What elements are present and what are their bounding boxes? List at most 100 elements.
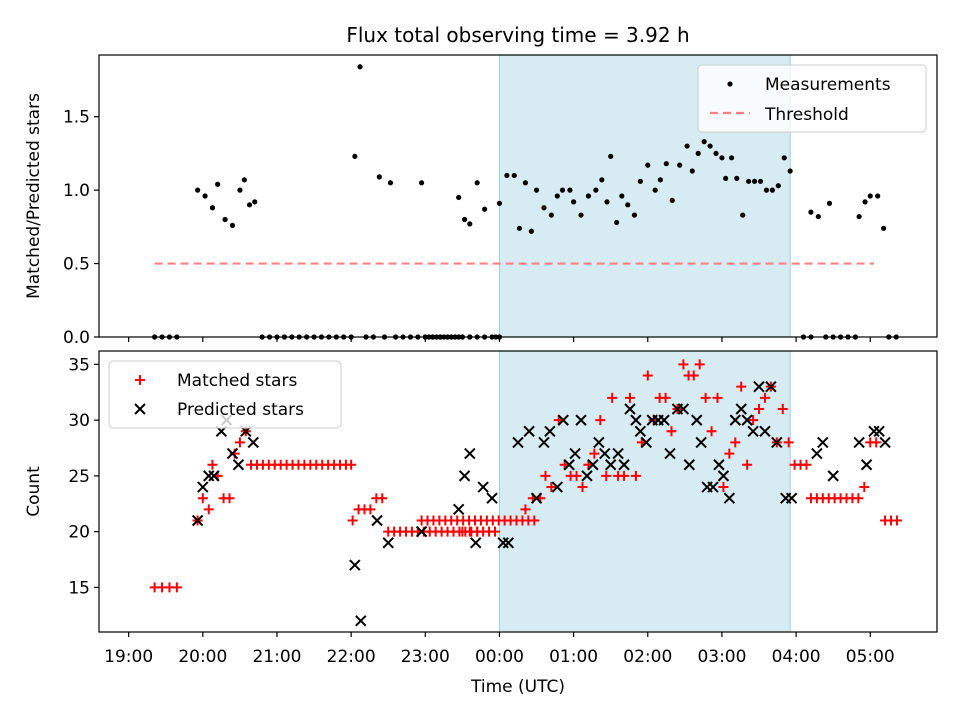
data-point [232, 459, 245, 471]
data-point [677, 403, 690, 415]
data-point [706, 426, 717, 437]
data-point [625, 202, 631, 208]
y-tick-label: 1.0 [63, 181, 90, 201]
top-panel: 0.0 0.5 1.0 1.5 Matched/Predicted stars Flux … [24, 23, 938, 348]
data-point [464, 447, 476, 460]
data-point [859, 482, 870, 493]
legend: Matched stars Predicted stars [108, 360, 342, 429]
data-point [467, 221, 473, 227]
data-point [624, 403, 636, 415]
data-point [785, 492, 798, 504]
data-point [207, 459, 218, 470]
data-point [860, 459, 873, 471]
data-point [559, 187, 566, 193]
data-point [209, 205, 216, 211]
data-point [247, 436, 259, 449]
y-tick-label: 1.5 [63, 108, 90, 128]
data-point [775, 183, 781, 189]
data-point [640, 436, 653, 449]
legend-box [108, 360, 342, 429]
data-point [645, 162, 651, 168]
legend-label: Predicted stars [177, 400, 304, 420]
data-point [669, 197, 675, 204]
data-point [808, 209, 814, 215]
data-point [569, 447, 581, 460]
data-point [747, 425, 759, 437]
data-point [496, 200, 503, 206]
data-point [729, 414, 741, 426]
data-point [853, 436, 865, 449]
legend-label: Matched stars [177, 371, 297, 391]
observing-window-span [498, 350, 791, 633]
data-point [554, 193, 560, 199]
data-point [203, 504, 214, 515]
data-point [458, 470, 471, 482]
data-point [387, 180, 394, 186]
data-point [601, 470, 612, 481]
data-point [753, 380, 765, 393]
data-point [557, 414, 569, 426]
legend-label: Threshold [764, 105, 849, 125]
x-tick-label: 04:00 [772, 647, 821, 667]
data-point [512, 436, 524, 449]
data-point [713, 150, 719, 157]
data-point [365, 504, 376, 515]
data-point [252, 199, 258, 205]
x-tick-label: 20:00 [178, 647, 227, 667]
data-point [717, 470, 730, 482]
legend-marker-predicted [134, 403, 146, 415]
data-point [529, 515, 540, 526]
data-point [567, 187, 573, 193]
data-point [694, 359, 705, 370]
data-point [614, 219, 620, 226]
data-point [746, 178, 752, 184]
data-point [540, 470, 551, 481]
data-point [853, 493, 864, 504]
data-point [868, 425, 880, 437]
data-point [215, 181, 221, 187]
x-tick-label: 22:00 [327, 647, 376, 667]
data-point [879, 436, 891, 449]
data-point [604, 459, 617, 471]
data-point [724, 448, 735, 459]
data-point [631, 212, 638, 218]
data-point [520, 504, 531, 515]
data-point [548, 212, 554, 218]
data-point [637, 178, 643, 184]
data-point [595, 415, 606, 426]
data-point [377, 493, 388, 504]
data-point [541, 205, 547, 211]
data-point [482, 206, 488, 212]
data-point [486, 492, 498, 504]
data-point [618, 459, 630, 471]
data-point [571, 470, 582, 481]
data-point [599, 447, 611, 460]
data-point [237, 187, 243, 193]
data-point [229, 222, 236, 228]
data-point [728, 155, 735, 161]
data-point [202, 193, 208, 199]
x-tick-label: 03:00 [697, 647, 746, 667]
data-point [881, 225, 887, 231]
data-point [371, 514, 383, 527]
data-point [349, 559, 361, 571]
data-point [763, 187, 770, 193]
data-point [197, 493, 208, 504]
data-point [683, 459, 696, 471]
legend-box [697, 64, 927, 133]
data-point [736, 381, 747, 392]
data-point [642, 370, 653, 381]
bottom-panel: 15 20 25 30 35 19:00 20:00 21:00 22:00 23:00 00:00… [24, 350, 938, 697]
data-point [678, 359, 689, 370]
data-point [497, 537, 509, 549]
x-tick-label: 21:00 [252, 647, 301, 667]
y-tick-label: 0.5 [63, 255, 90, 275]
data-point [741, 414, 753, 426]
data-point [523, 425, 535, 437]
data-point [707, 143, 713, 149]
data-point [522, 180, 529, 186]
data-point [376, 174, 382, 180]
data-point [801, 459, 812, 470]
data-point [712, 392, 723, 403]
data-point [456, 194, 462, 201]
